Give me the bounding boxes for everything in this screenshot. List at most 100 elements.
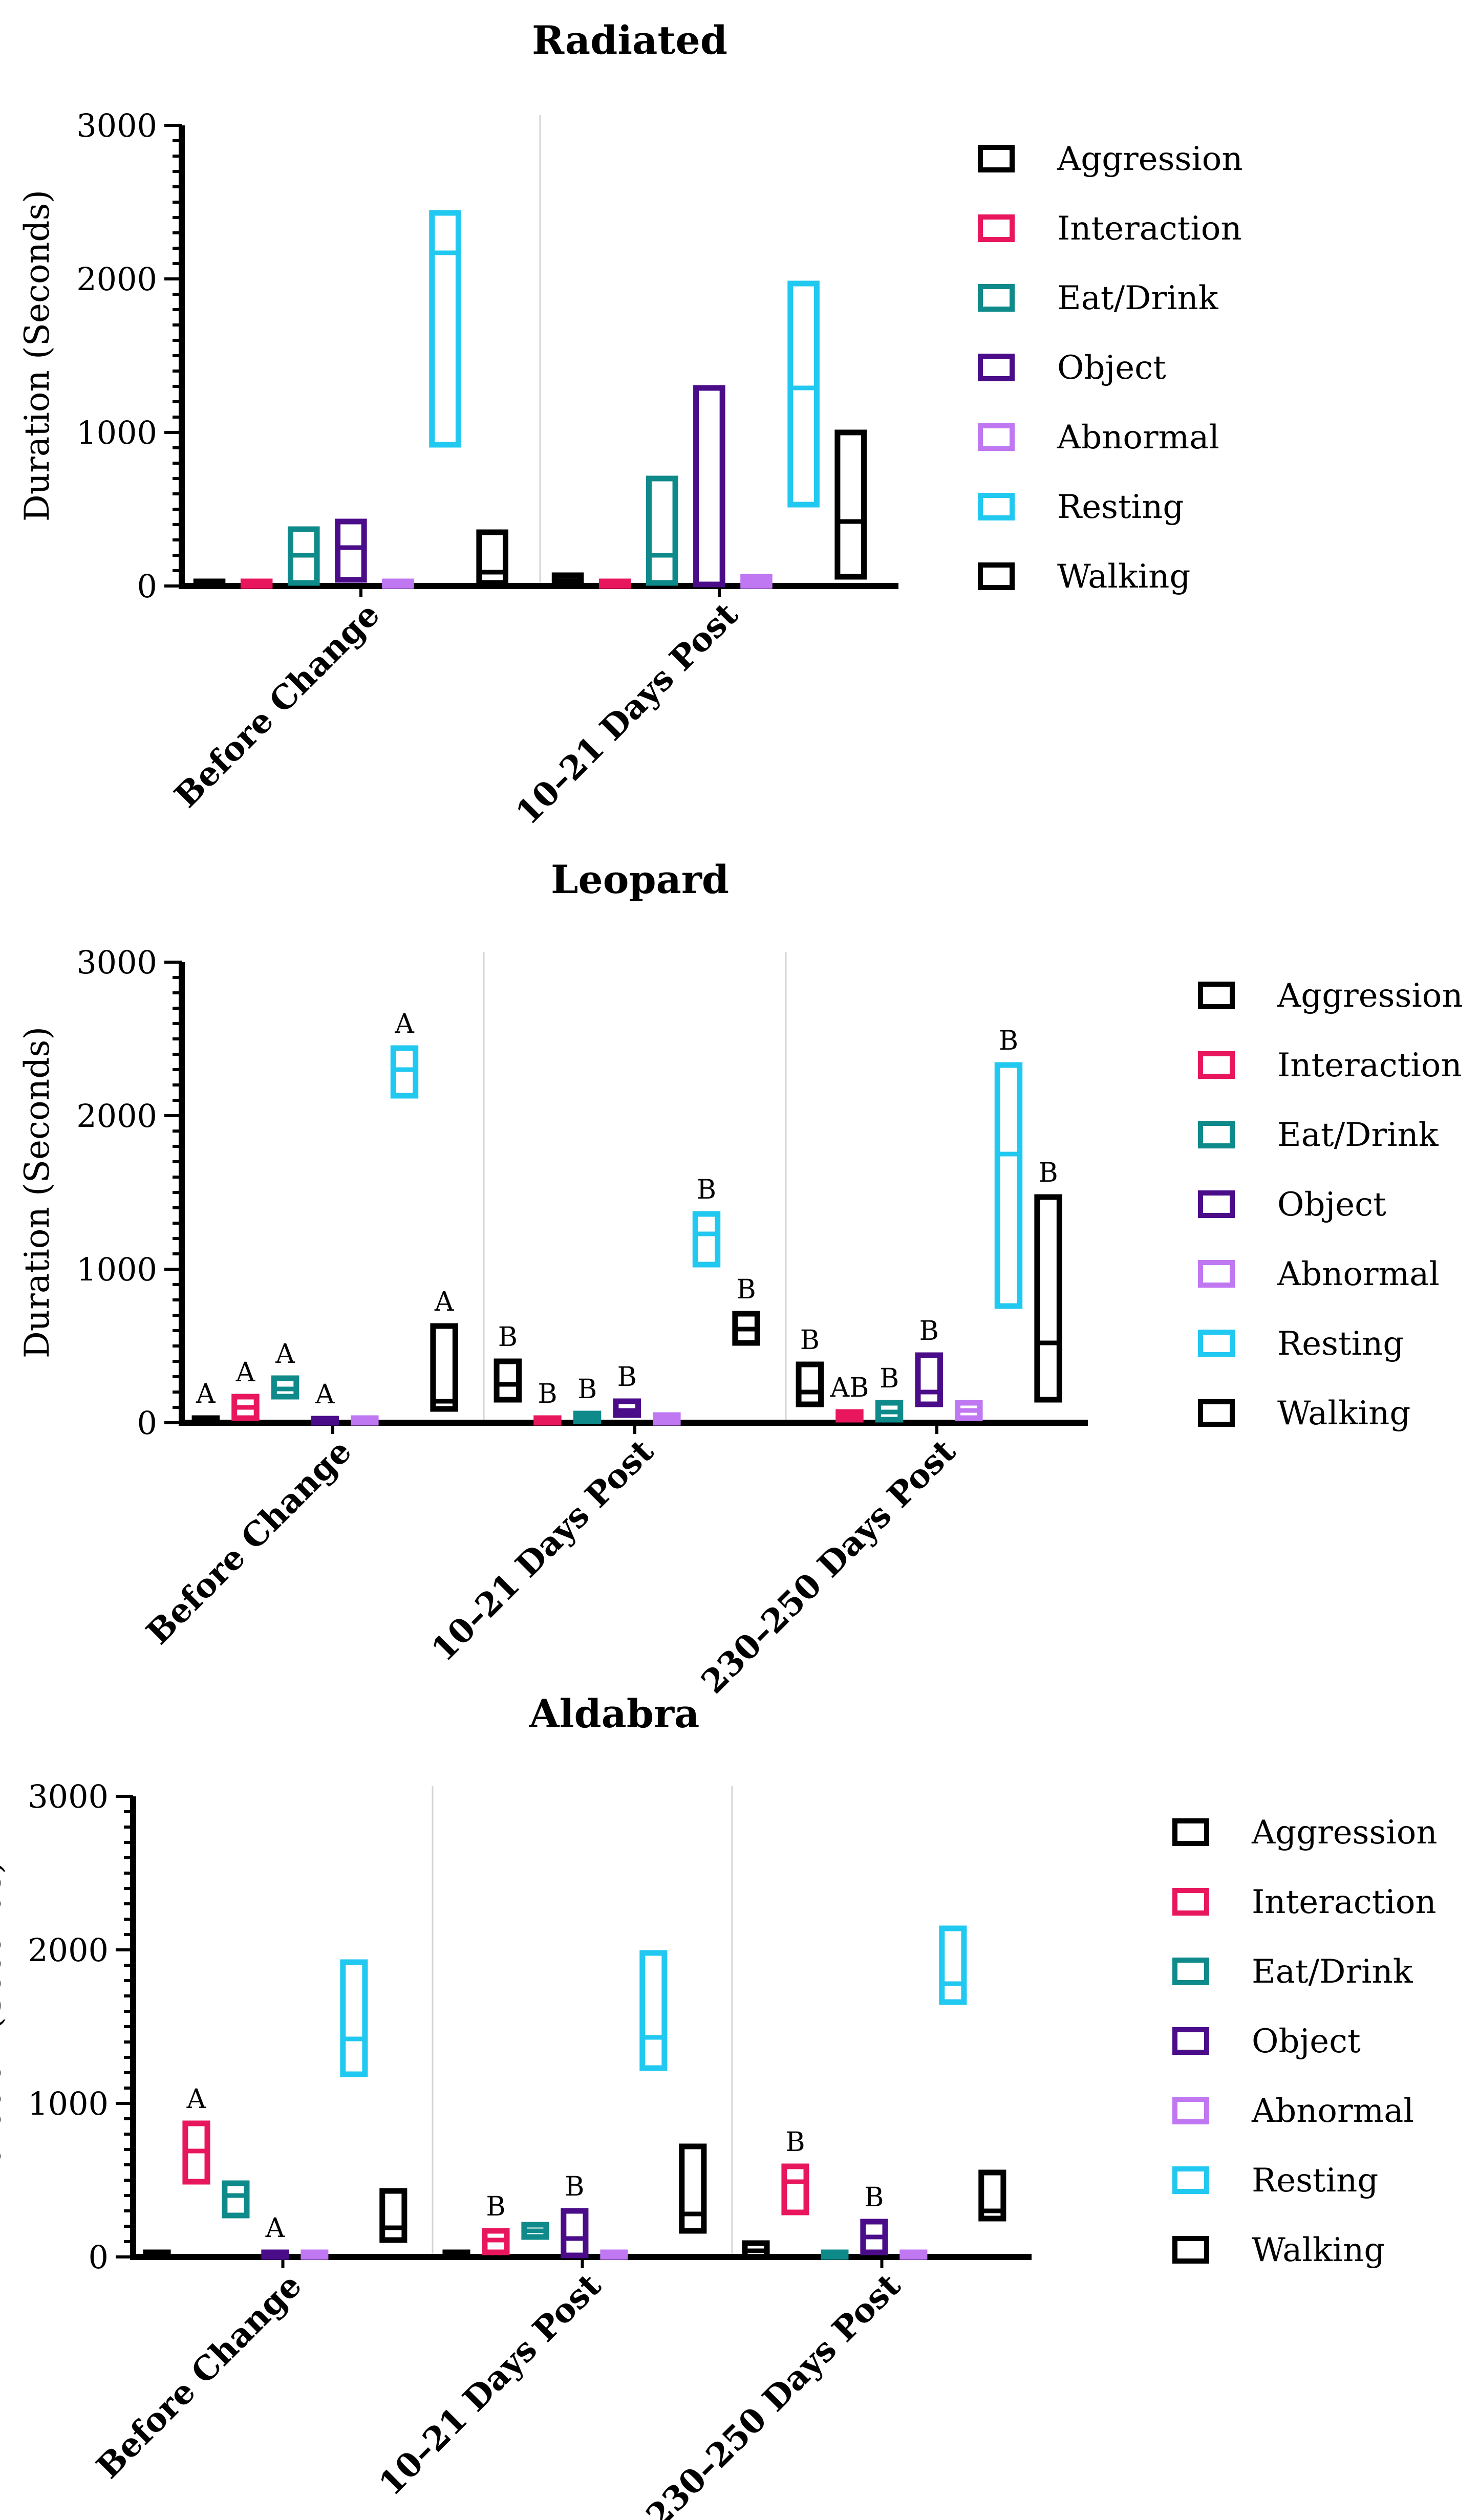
legend-label: Aggression (1277, 977, 1463, 1015)
legend-label: Aggression (1057, 140, 1243, 178)
legend-label: Abnormal (1277, 1255, 1440, 1293)
significance-letter: B (577, 1374, 597, 1405)
legend-swatch-abnormal (978, 423, 1015, 451)
bar-resting (994, 1062, 1023, 1309)
legend-label: Object (1252, 2023, 1361, 2060)
legend-swatch-object (1198, 1190, 1235, 1218)
y-tick-label: 0 (89, 2239, 109, 2276)
significance-letter: B (486, 2191, 505, 2222)
bar-object (693, 385, 725, 588)
legend-swatch-resting (1198, 1330, 1235, 1357)
legend-label: Eat/Drink (1252, 1953, 1413, 1991)
y-tick-label: 1000 (28, 2085, 109, 2122)
legend-label: Interaction (1057, 210, 1242, 248)
legend-label: Eat/Drink (1057, 279, 1219, 317)
legend-swatch-abnormal (1198, 1260, 1235, 1288)
bar-walking (679, 2143, 707, 2234)
legend-swatch-interaction (1172, 1888, 1209, 1916)
chart-title: Radiated (532, 17, 727, 63)
bar-resting (429, 210, 461, 448)
legend-swatch-resting (1172, 2166, 1209, 2194)
legend-label: Walking (1277, 1395, 1410, 1432)
significance-letter: A (186, 2084, 207, 2115)
chart-title: Leopard (551, 857, 729, 902)
y-tick-label: 3000 (28, 1778, 109, 1815)
significance-letter: B (785, 2127, 805, 2158)
significance-letter: A (434, 1287, 455, 1317)
legend-swatch-eat-drink (1172, 1958, 1209, 1985)
bar-object (915, 1352, 943, 1407)
chart-aldabra: Aldabra Duration (Seconds) 0 1000 2000 3000 Be… (0, 1691, 1438, 2520)
bar-eat-drink (646, 475, 678, 586)
legend-label: Interaction (1252, 1883, 1437, 1921)
bar-walking (430, 1323, 458, 1412)
significance-letter: AB (830, 1373, 869, 1403)
legend-label: Walking (1057, 558, 1190, 596)
bar-resting (939, 1925, 967, 2005)
legend-swatch-object (978, 354, 1015, 381)
legend-label: Resting (1277, 1325, 1404, 1363)
x-tick-label: Before Change (167, 595, 388, 815)
legend-swatch-walking (978, 562, 1015, 590)
y-axis-label: Duration (Seconds) (17, 190, 57, 522)
y-tick-label: 0 (137, 568, 157, 605)
x-tick-label: 10–21 Days Post (424, 1432, 661, 1669)
legend-swatch-walking (1198, 1399, 1235, 1427)
bar-walking (379, 2188, 408, 2243)
chart-radiated: Radiated Duration (Seconds) 0 1000 2000 3000 B… (17, 17, 1243, 832)
legend-label: Interaction (1277, 1047, 1462, 1084)
chart-title: Aldabra (529, 1691, 700, 1736)
y-tick-label: 1000 (76, 414, 157, 451)
bar-eat-drink (222, 2180, 250, 2219)
significance-letter: A (196, 1379, 216, 1409)
x-tick-label: 10–21 Days Post (372, 2266, 609, 2503)
legend-label: Resting (1252, 2162, 1378, 2200)
significance-letter: B (800, 1325, 820, 1356)
bar-interaction (781, 2163, 809, 2215)
x-tick-label: Before Change (89, 2266, 309, 2486)
legend-label: Object (1277, 1186, 1386, 1224)
legend-label: Aggression (1251, 1814, 1438, 1852)
bar-aggression (494, 1358, 522, 1403)
chart-leopard: Leopard Duration (Seconds) 0 1000 2000 3000 Be… (17, 857, 1463, 1701)
significance-letter: A (315, 1379, 335, 1410)
y-tick-label: 0 (137, 1404, 157, 1442)
legend-label: Walking (1252, 2231, 1385, 2269)
significance-letter: B (880, 1363, 899, 1394)
x-tick-label: 230–250 Days Post (639, 2266, 908, 2520)
legend-swatch-interaction (978, 214, 1015, 242)
y-tick-label: 1000 (76, 1251, 157, 1288)
significance-letter: B (919, 1316, 939, 1346)
legend-swatch-aggression (1172, 1818, 1209, 1846)
bar-resting (692, 1211, 721, 1268)
significance-letter: B (538, 1379, 557, 1409)
significance-letter: B (999, 1026, 1018, 1056)
legend-swatch-eat-drink (978, 284, 1015, 312)
significance-letter: B (697, 1175, 716, 1205)
legend-label: Abnormal (1057, 419, 1219, 457)
legend-swatch-walking (1172, 2236, 1209, 2264)
legend-swatch-eat-drink (1198, 1121, 1235, 1148)
y-tick-label: 2000 (76, 1097, 157, 1135)
significance-letter: B (565, 2171, 584, 2202)
legend-label: Resting (1057, 488, 1184, 526)
bar-aggression (796, 1361, 824, 1407)
significance-letter: A (275, 1339, 295, 1370)
y-axis-label: Duration (Seconds) (0, 1861, 8, 2192)
x-tick-label: 10–21 Days Post (508, 595, 745, 832)
bar-resting (787, 280, 820, 508)
bar-walking (978, 2169, 1006, 2222)
bar-walking (476, 529, 508, 586)
legend-swatch-aggression (978, 145, 1015, 172)
bar-object (561, 2208, 589, 2258)
significance-letter: B (1038, 1158, 1058, 1188)
bar-resting (639, 1950, 668, 2071)
y-tick-label: 2000 (76, 260, 157, 298)
y-tick-label: 2000 (28, 1931, 109, 1969)
bar-walking (1034, 1194, 1062, 1403)
significance-letter: A (235, 1357, 256, 1388)
y-tick-label: 3000 (76, 107, 157, 144)
legend-swatch-aggression (1198, 982, 1235, 1009)
significance-letter: A (265, 2213, 286, 2244)
